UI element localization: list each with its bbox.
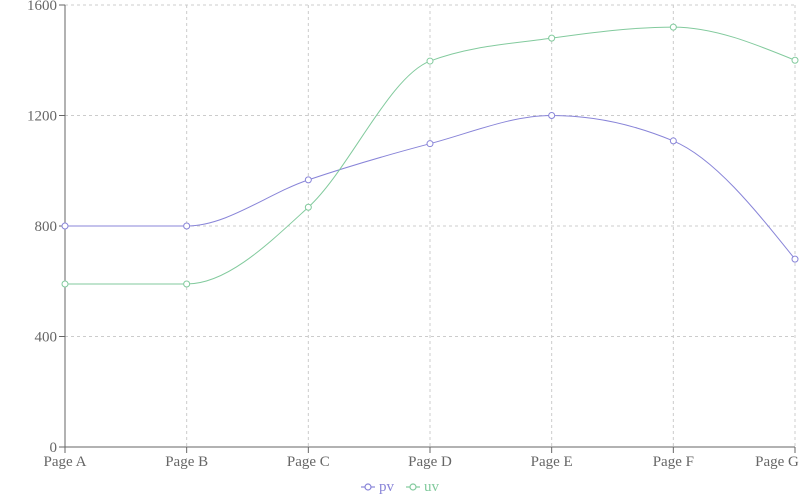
series-pv bbox=[61, 112, 799, 263]
x-tick-label: Page C bbox=[287, 454, 330, 470]
data-point-uv bbox=[548, 34, 556, 42]
legend: pv uv bbox=[0, 476, 800, 498]
data-point-pv bbox=[791, 255, 799, 263]
axes: 0 400 800 1200 1600 Page A Page B Page C Page D P… bbox=[27, 0, 799, 470]
y-tick-label: 1200 bbox=[27, 109, 57, 125]
x-tick-label: Page E bbox=[531, 454, 573, 470]
y-tick-label: 0 bbox=[50, 440, 58, 456]
legend-item-pv[interactable]: pv bbox=[361, 479, 394, 496]
x-tick-label: Page B bbox=[165, 454, 208, 470]
legend-marker-pv-icon bbox=[361, 483, 375, 491]
data-point-pv bbox=[548, 112, 556, 119]
data-point-uv bbox=[791, 56, 799, 64]
data-point-pv bbox=[304, 176, 312, 184]
x-tick-label: Page D bbox=[408, 454, 452, 470]
data-point-uv bbox=[426, 57, 434, 65]
legend-label-pv: pv bbox=[379, 478, 394, 495]
data-point-pv bbox=[61, 222, 69, 230]
y-tick-label: 1600 bbox=[27, 0, 57, 14]
x-tick-label: Page G bbox=[755, 454, 799, 470]
data-point-pv bbox=[669, 137, 677, 145]
data-point-uv bbox=[304, 203, 312, 211]
x-tick-label: Page F bbox=[653, 454, 694, 470]
legend-label-uv: uv bbox=[424, 478, 439, 495]
legend-item-uv[interactable]: uv bbox=[406, 479, 439, 496]
data-point-pv bbox=[183, 222, 191, 230]
legend-marker-uv-icon bbox=[406, 483, 420, 491]
x-tick-label: Page A bbox=[44, 454, 87, 470]
data-point-uv bbox=[669, 23, 677, 31]
data-point-uv bbox=[61, 280, 69, 288]
y-tick-label: 800 bbox=[35, 219, 58, 235]
data-point-uv bbox=[183, 280, 191, 288]
y-tick-label: 400 bbox=[35, 330, 58, 346]
series-uv bbox=[61, 23, 799, 288]
data-point-pv bbox=[426, 140, 434, 148]
